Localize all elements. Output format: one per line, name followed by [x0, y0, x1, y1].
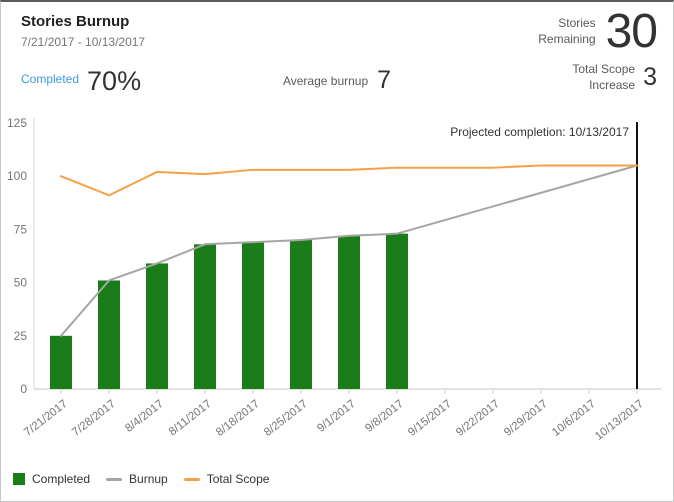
- widget-title: Stories Burnup: [21, 13, 130, 30]
- average-burnup-value: 7: [377, 66, 392, 94]
- y-axis-tick-label: 75: [14, 222, 28, 236]
- bar-completed[interactable]: [146, 263, 168, 389]
- legend-label-completed: Completed: [32, 472, 91, 486]
- x-axis-date-label: 8/18/2017: [214, 398, 262, 439]
- burnup-line-swatch-icon: [106, 477, 123, 481]
- x-axis-date-label: 10/13/2017: [593, 398, 646, 443]
- completed-link[interactable]: Completed: [21, 72, 80, 86]
- x-axis-date-label: 7/28/2017: [70, 398, 118, 439]
- legend-item-burnup: Burnup: [106, 472, 168, 486]
- x-axis-date-label: 9/1/2017: [315, 398, 358, 435]
- bar-completed[interactable]: [386, 233, 408, 389]
- x-axis-date-label: 8/11/2017: [167, 398, 214, 438]
- x-axis-date-label: 8/4/2017: [123, 398, 166, 435]
- bar-completed[interactable]: [194, 244, 216, 389]
- average-burnup-kpi: Average burnup 7: [283, 68, 391, 93]
- y-axis-tick-label: 50: [14, 276, 28, 290]
- chart-legend: Completed Burnup Total Scope: [13, 472, 269, 486]
- total-scope-increase-value: 3: [643, 63, 657, 92]
- bar-completed[interactable]: [338, 235, 360, 389]
- x-axis-date-label: 9/29/2017: [502, 398, 550, 439]
- x-axis-date-label: 10/6/2017: [550, 398, 598, 439]
- legend-label-burnup: Burnup: [129, 472, 168, 486]
- completed-swatch-icon: [13, 473, 25, 485]
- bar-completed[interactable]: [242, 242, 264, 389]
- total-scope-increase-label: Total Scope Increase: [572, 62, 636, 92]
- y-axis-tick-label: 25: [14, 329, 28, 343]
- total-scope-line-swatch-icon: [183, 477, 200, 481]
- y-axis-tick-label: 100: [7, 169, 27, 183]
- completed-percent-value: 70%: [87, 66, 142, 96]
- stories-remaining-value: 30: [605, 5, 658, 58]
- bar-completed[interactable]: [290, 240, 312, 389]
- total-scope-increase-kpi: Total Scope Increase 3: [572, 62, 657, 93]
- widget-header: Stories Burnup 7/21/2017 - 10/13/2017: [21, 13, 145, 49]
- bar-completed[interactable]: [98, 280, 120, 389]
- y-axis-tick-label: 125: [7, 116, 27, 130]
- burnup-chart-area[interactable]: 0 25 50 75 100 125 7/21/2017 7/28/2017 8/4/2017 8…: [1, 112, 674, 464]
- x-axis-date-label: 8/25/2017: [262, 398, 310, 439]
- y-axis-tick-label: 0: [20, 382, 27, 396]
- legend-item-total-scope: Total Scope: [183, 472, 270, 486]
- stories-remaining-kpi: Stories Remaining 30: [538, 5, 658, 58]
- bar-completed[interactable]: [50, 335, 72, 389]
- x-axis-date-label: 9/22/2017: [454, 398, 502, 439]
- average-burnup-label: Average burnup: [282, 73, 369, 88]
- legend-item-completed: Completed: [13, 472, 90, 486]
- line-total-scope[interactable]: [60, 164, 638, 197]
- date-range: 7/21/2017 - 10/13/2017: [21, 35, 146, 49]
- x-axis-date-label: 9/8/2017: [363, 398, 406, 435]
- projected-completion-label: Projected completion: 10/13/2017: [450, 125, 629, 139]
- x-axis-date-label: 9/15/2017: [406, 398, 454, 439]
- line-burnup[interactable]: [60, 164, 638, 337]
- stories-remaining-label: Stories Remaining: [538, 16, 596, 46]
- x-axis-date-label: 7/21/2017: [22, 398, 70, 439]
- completed-kpi: Completed 70%: [21, 68, 141, 95]
- legend-label-total-scope: Total Scope: [206, 472, 270, 486]
